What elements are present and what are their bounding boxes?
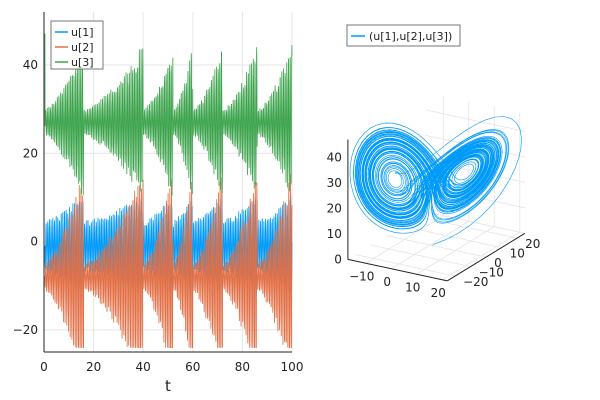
legend-label-u1: u[1]	[71, 26, 94, 39]
y-tick-label: 40	[23, 58, 38, 72]
y3d-tick-label: −10	[479, 266, 504, 280]
time-series-legend: u[1] u[2] u[3]	[50, 20, 104, 70]
y3d-tick-label: 10	[510, 247, 525, 261]
x3d-tick-label: 0	[383, 275, 391, 289]
x-tick-label: 0	[40, 360, 48, 374]
time-series-ticks: 0 20 40 60 80 100 −20 0 20 40	[13, 58, 304, 374]
x3d-tick-label: 20	[431, 286, 446, 300]
wall-gridline	[425, 211, 525, 234]
z3d-tick-label: 30	[327, 176, 342, 190]
legend-box	[50, 20, 104, 70]
time-series-plot: 0 20 40 60 80 100 −20 0 20 40 t u[1] u[2] u[3]	[13, 12, 304, 395]
series-line-u3	[44, 33, 293, 196]
attractor-trajectory	[349, 116, 522, 246]
y3d-tick-label: 0	[494, 256, 502, 270]
legend-box-3d	[346, 24, 461, 47]
attractor-legend: (u[1],u[2],u[3])	[346, 24, 461, 47]
z3d-tick-label: 10	[327, 227, 342, 241]
time-series-lines	[44, 33, 293, 349]
z3d-tick-label: 0	[334, 252, 342, 266]
x3d-tick-label: −10	[349, 269, 374, 283]
y3d-tick-label: 20	[525, 237, 540, 251]
floor-gridline	[371, 244, 471, 267]
y-tick-label: −20	[13, 323, 38, 337]
y3d-tick-label: −20	[463, 275, 488, 289]
floor-gridline	[355, 254, 456, 277]
z3d-tick-label: 40	[327, 150, 342, 164]
y-tick-label: 0	[30, 235, 38, 249]
legend-label-3d: (u[1],u[2],u[3])	[369, 30, 452, 43]
x3d-tick-label: 10	[405, 280, 420, 294]
x-axis-label: t	[165, 377, 171, 395]
x-tick-label: 40	[136, 360, 151, 374]
x-tick-label: 20	[86, 360, 101, 374]
floor-gridline	[386, 235, 487, 258]
x-tick-label: 100	[281, 360, 304, 374]
legend-label-u3: u[3]	[71, 56, 94, 69]
legend-label-u2: u[2]	[71, 41, 94, 54]
y-tick-label: 20	[23, 146, 38, 160]
attractor-3d-curve	[349, 116, 522, 246]
wall-gridline	[425, 109, 525, 132]
x-tick-label: 80	[235, 360, 250, 374]
series-line-u2	[44, 173, 293, 349]
x3d-axis-line	[347, 258, 448, 282]
x-tick-label: 60	[185, 360, 200, 374]
y3d-axis-line	[447, 232, 526, 282]
z3d-tick-label: 20	[327, 201, 342, 215]
